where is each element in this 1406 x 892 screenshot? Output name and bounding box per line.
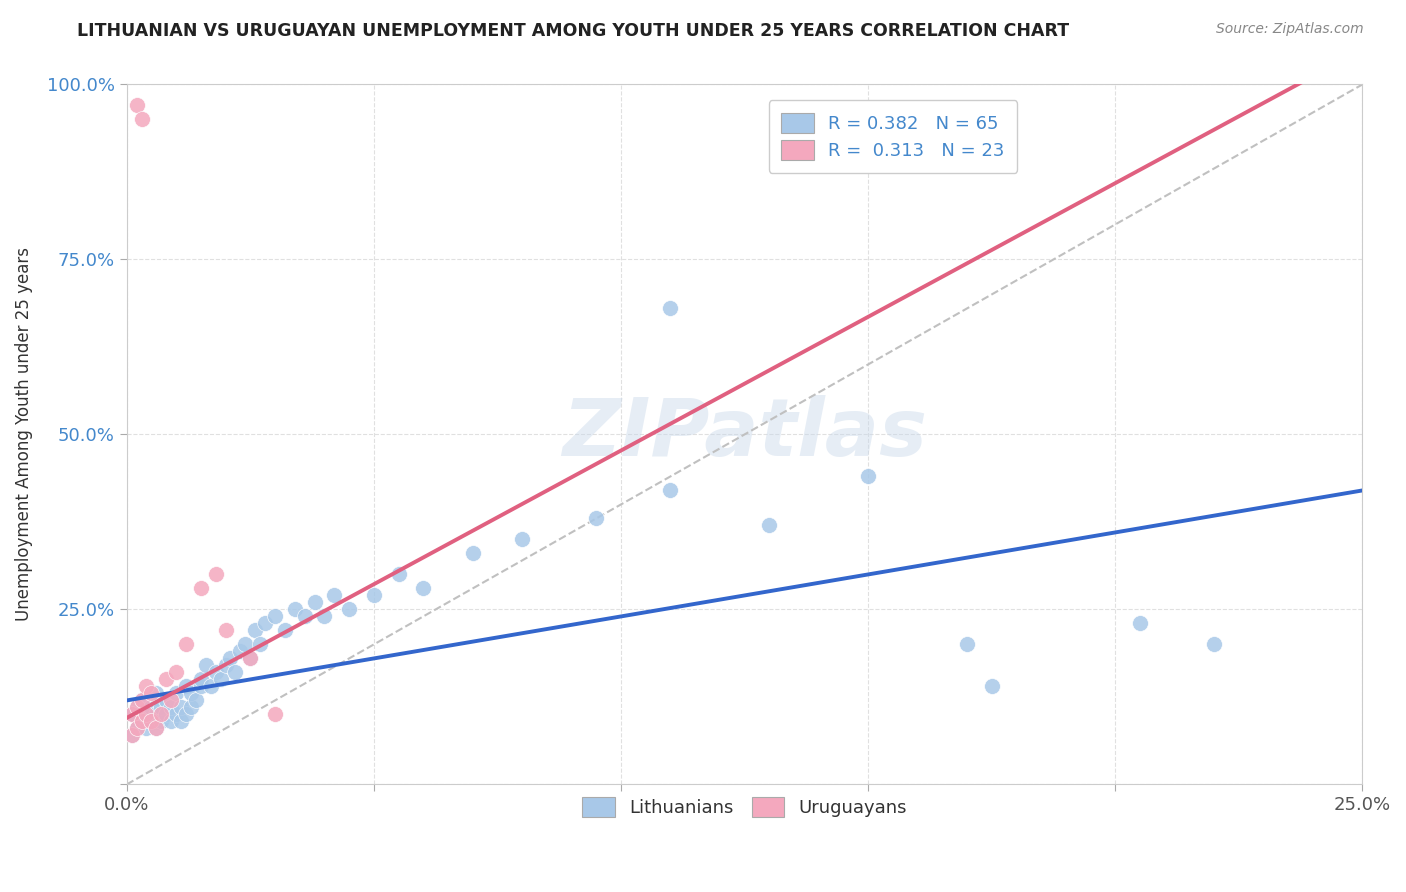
- Point: [145, 686, 167, 700]
- Point: [274, 624, 297, 638]
- Text: Source: ZipAtlas.com: Source: ZipAtlas.com: [1216, 22, 1364, 37]
- Point: [135, 707, 157, 722]
- Point: [145, 722, 167, 736]
- Point: [245, 624, 267, 638]
- Point: [131, 693, 153, 707]
- Point: [363, 589, 385, 603]
- Point: [239, 651, 262, 665]
- Point: [585, 511, 607, 525]
- Point: [131, 112, 153, 127]
- Point: [165, 665, 187, 680]
- Point: [121, 728, 143, 742]
- Legend: Lithuanians, Uruguayans: Lithuanians, Uruguayans: [575, 790, 914, 824]
- Point: [141, 714, 163, 729]
- Point: [125, 700, 148, 714]
- Point: [135, 722, 157, 736]
- Point: [155, 693, 177, 707]
- Point: [284, 602, 307, 616]
- Point: [264, 707, 287, 722]
- Point: [160, 714, 183, 729]
- Point: [135, 680, 157, 694]
- Point: [125, 722, 148, 736]
- Point: [856, 469, 879, 483]
- Point: [204, 567, 226, 582]
- Point: [160, 693, 183, 707]
- Text: ZIPatlas: ZIPatlas: [562, 395, 927, 474]
- Point: [150, 714, 173, 729]
- Point: [150, 700, 173, 714]
- Point: [155, 707, 177, 722]
- Point: [239, 651, 262, 665]
- Point: [1204, 637, 1226, 651]
- Point: [412, 582, 434, 596]
- Point: [510, 533, 533, 547]
- Point: [125, 722, 148, 736]
- Point: [190, 680, 212, 694]
- Point: [174, 707, 197, 722]
- Point: [214, 624, 236, 638]
- Point: [131, 714, 153, 729]
- Point: [224, 665, 246, 680]
- Point: [184, 693, 207, 707]
- Point: [160, 700, 183, 714]
- Point: [174, 637, 197, 651]
- Point: [145, 722, 167, 736]
- Point: [980, 680, 1002, 694]
- Point: [150, 707, 173, 722]
- Point: [294, 609, 316, 624]
- Point: [180, 686, 202, 700]
- Point: [214, 658, 236, 673]
- Point: [141, 714, 163, 729]
- Point: [229, 644, 252, 658]
- Point: [337, 602, 360, 616]
- Point: [190, 582, 212, 596]
- Point: [758, 518, 780, 533]
- Point: [190, 673, 212, 687]
- Y-axis label: Unemployment Among Youth under 25 years: Unemployment Among Youth under 25 years: [15, 247, 32, 622]
- Point: [200, 680, 222, 694]
- Point: [165, 686, 187, 700]
- Point: [194, 658, 217, 673]
- Point: [233, 637, 256, 651]
- Point: [264, 609, 287, 624]
- Text: LITHUANIAN VS URUGUAYAN UNEMPLOYMENT AMONG YOUTH UNDER 25 YEARS CORRELATION CHAR: LITHUANIAN VS URUGUAYAN UNEMPLOYMENT AMO…: [77, 22, 1070, 40]
- Point: [141, 686, 163, 700]
- Point: [135, 707, 157, 722]
- Point: [165, 707, 187, 722]
- Point: [121, 728, 143, 742]
- Point: [170, 700, 193, 714]
- Point: [304, 595, 326, 609]
- Point: [387, 567, 409, 582]
- Point: [121, 707, 143, 722]
- Point: [1129, 616, 1152, 631]
- Point: [659, 483, 682, 498]
- Point: [219, 651, 242, 665]
- Point: [131, 693, 153, 707]
- Point: [145, 707, 167, 722]
- Point: [254, 616, 277, 631]
- Point: [170, 714, 193, 729]
- Point: [461, 546, 484, 560]
- Point: [155, 673, 177, 687]
- Point: [125, 98, 148, 112]
- Point: [174, 680, 197, 694]
- Point: [249, 637, 271, 651]
- Point: [323, 589, 346, 603]
- Point: [659, 301, 682, 316]
- Point: [209, 673, 232, 687]
- Point: [204, 665, 226, 680]
- Point: [125, 700, 148, 714]
- Point: [121, 707, 143, 722]
- Point: [314, 609, 336, 624]
- Point: [956, 637, 979, 651]
- Point: [141, 700, 163, 714]
- Point: [131, 714, 153, 729]
- Point: [180, 700, 202, 714]
